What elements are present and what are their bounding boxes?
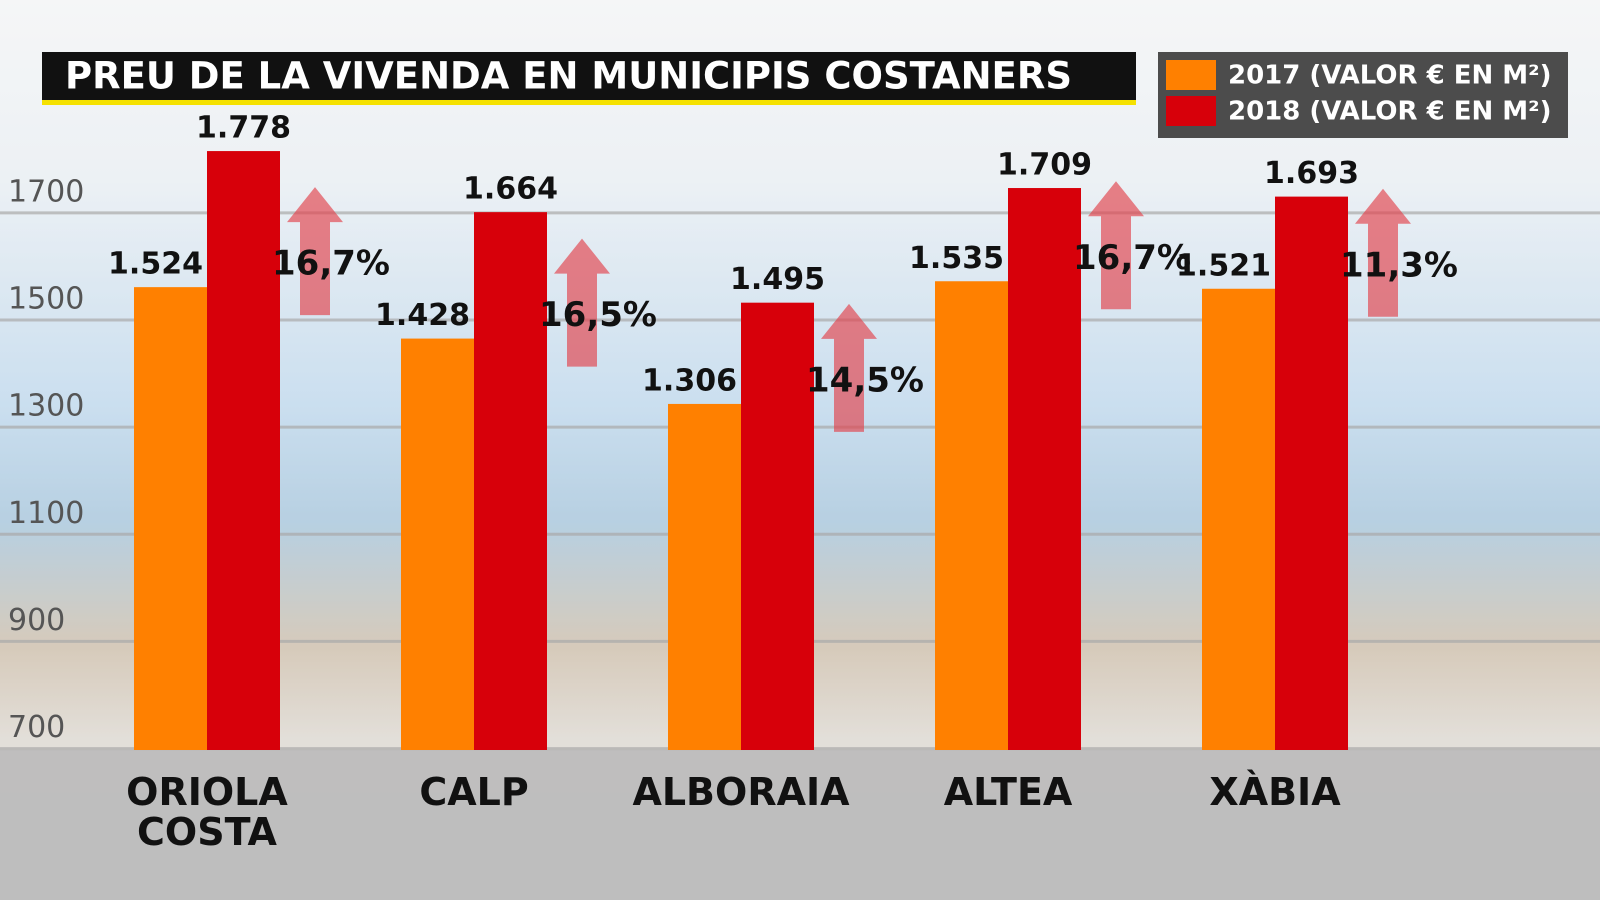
change-label: 16,7%	[272, 244, 390, 284]
value-label: 1.778	[196, 111, 291, 146]
change-arrow	[821, 303, 877, 432]
y-tick-label: 1500	[8, 282, 84, 317]
bar	[1008, 188, 1081, 751]
bar	[401, 338, 474, 750]
change-label: 11,3%	[1340, 245, 1458, 285]
x-tick-label: ORIOLA COSTA	[126, 770, 288, 854]
legend-swatch	[1166, 96, 1216, 126]
change-arrow	[1088, 181, 1144, 310]
bar	[134, 287, 207, 750]
value-label: 1.664	[463, 172, 558, 207]
bar	[474, 212, 547, 751]
value-label: 1.524	[108, 247, 203, 282]
change-arrow	[287, 187, 343, 316]
x-tick-label: XÀBIA	[1209, 770, 1341, 814]
change-arrow	[1355, 188, 1411, 317]
title-box	[42, 52, 1136, 102]
change-arrow	[554, 238, 610, 367]
y-tick-label: 700	[8, 710, 65, 745]
value-label: 1.495	[730, 262, 825, 297]
bar	[741, 302, 814, 750]
legend-box	[1158, 52, 1568, 138]
bottom-band	[0, 750, 1600, 900]
bar	[1275, 196, 1348, 750]
y-tick-label: 1300	[8, 389, 84, 424]
change-label: 16,7%	[1073, 238, 1191, 278]
x-tick-label: ALTEA	[943, 770, 1073, 814]
legend-label: 2018 (VALOR € EN M²)	[1228, 97, 1551, 127]
title-underline	[42, 100, 1136, 105]
legend-swatch	[1166, 60, 1216, 90]
value-label: 1.693	[1264, 156, 1359, 191]
change-label: 14,5%	[806, 360, 924, 400]
value-label: 1.428	[375, 298, 470, 333]
y-tick-label: 1100	[8, 496, 84, 531]
bar	[668, 403, 741, 750]
y-tick-label: 1700	[8, 174, 84, 209]
bar	[207, 151, 280, 751]
y-tick-label: 900	[8, 603, 65, 638]
bar	[1202, 288, 1275, 750]
x-tick-label: ALBORAIA	[632, 770, 850, 814]
value-label: 1.521	[1176, 248, 1271, 283]
legend-label: 2017 (VALOR € EN M²)	[1228, 61, 1551, 91]
chart-title: PREU DE LA VIVENDA EN MUNICIPIS COSTANER…	[65, 55, 1072, 98]
value-label: 1.535	[909, 241, 1004, 276]
value-label: 1.306	[642, 363, 737, 398]
bar	[935, 281, 1008, 750]
value-label: 1.709	[997, 148, 1092, 183]
change-label: 16,5%	[539, 295, 657, 335]
x-tick-label: CALP	[419, 770, 529, 814]
